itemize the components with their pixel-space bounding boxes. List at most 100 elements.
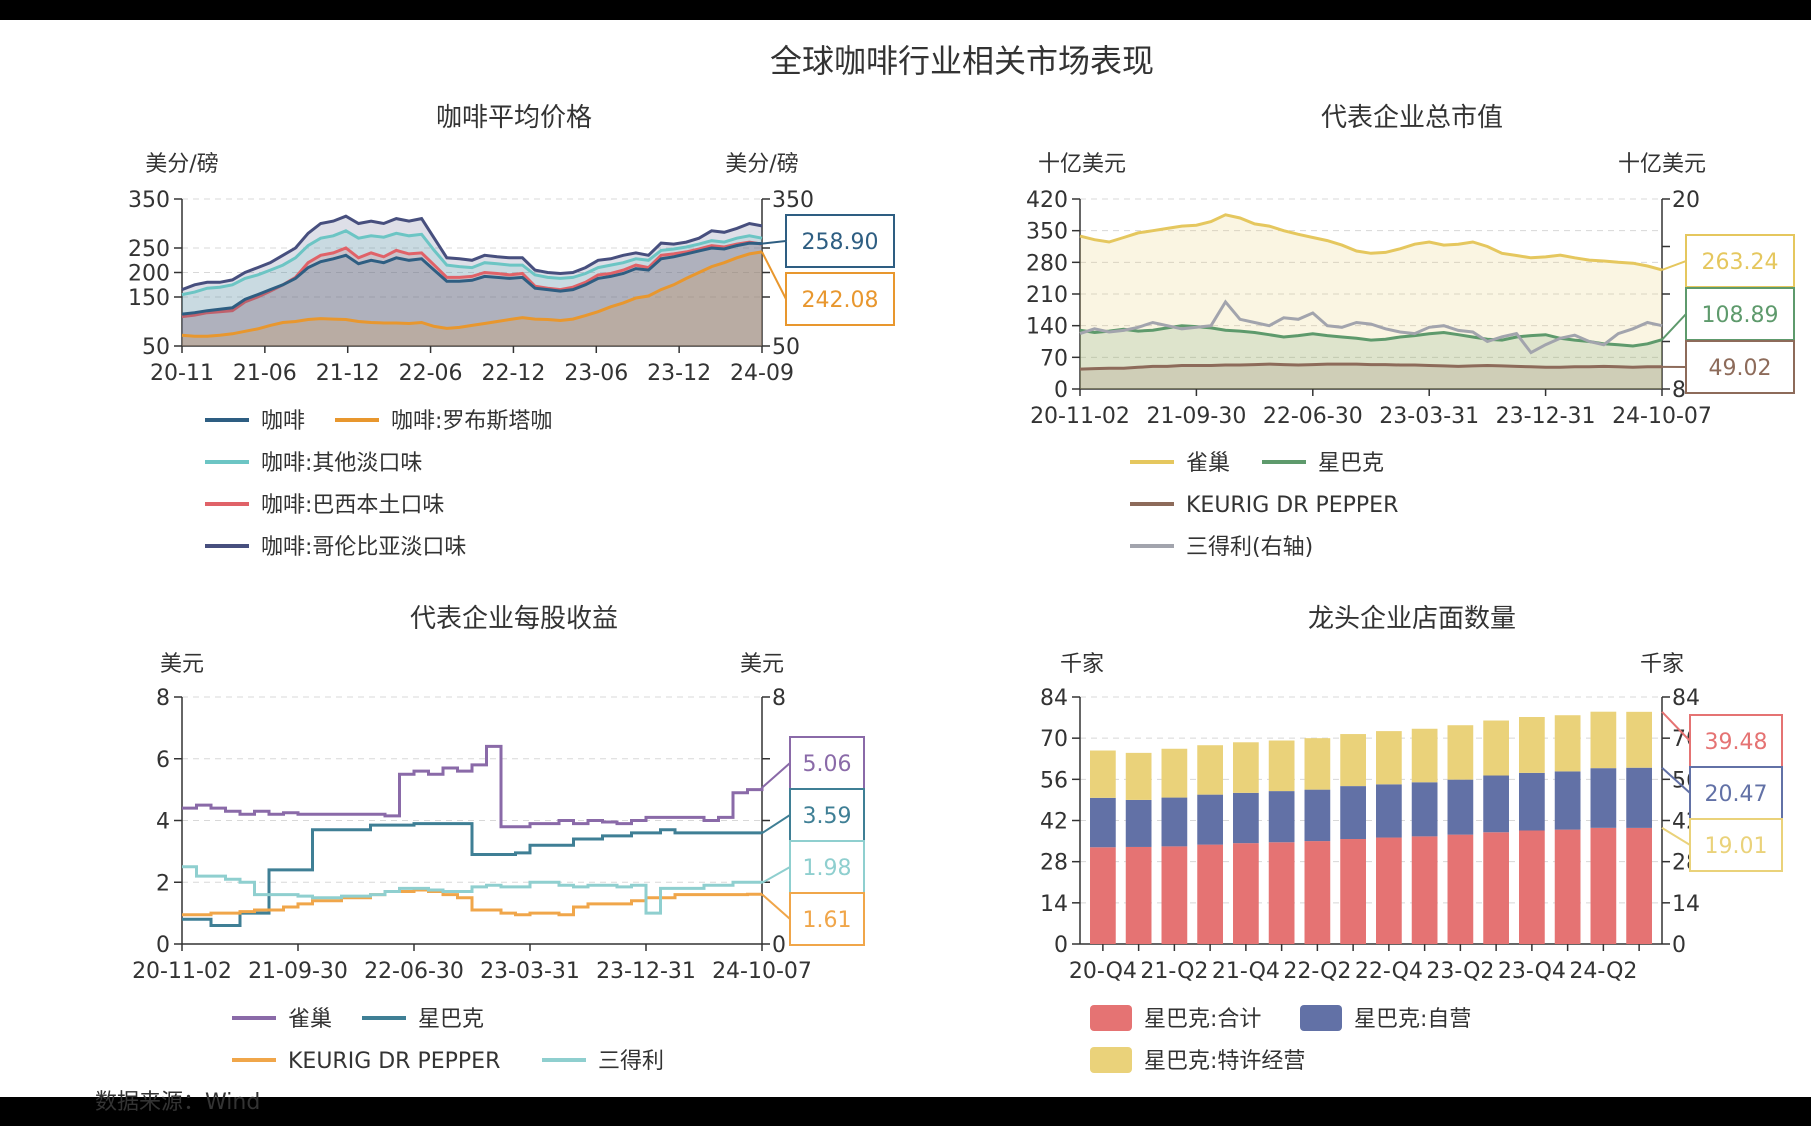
chart-panel-eps: 代表企业每股收益 美元 美元 (160, 604, 784, 677)
legend-label: 星巴克:合计 (1144, 1007, 1261, 1032)
y-tick-label-left: 0 (1054, 933, 1068, 958)
series-line (182, 744, 764, 829)
y-tick-label-left: 420 (1026, 188, 1068, 213)
y-tick-label-left: 280 (1026, 251, 1068, 276)
legend-label: KEURIG DR PEPPER (1186, 493, 1398, 518)
bar-own (1626, 767, 1652, 828)
chart-panel-coffee-price: 咖啡平均价格 美分/磅 美分/磅 (145, 103, 798, 177)
bar-own (1197, 794, 1223, 845)
end-value-label: 3.59 (803, 804, 852, 829)
legend-label: 咖啡:哥伦比亚淡口味 (261, 535, 466, 560)
series-line (181, 214, 763, 292)
y-tick-label-left: 350 (128, 188, 170, 213)
legend-label: 咖啡:巴西本土口味 (261, 493, 444, 518)
bar-franchise (1483, 720, 1509, 776)
bar-own (1090, 797, 1116, 848)
end-value-callout (1661, 340, 1795, 394)
series-area (1080, 214, 1662, 389)
y-axis-unit-left: 千家 (1060, 652, 1104, 677)
x-tick-label: 22-06-30 (1263, 404, 1363, 429)
bar-total (1554, 829, 1581, 944)
y-tick-label-left: 250 (128, 237, 170, 262)
x-tick-label: 24-09 (730, 361, 794, 386)
bar-total (1376, 837, 1402, 944)
y-tick-label-left: 70 (1040, 727, 1068, 752)
x-tick-label: 22-06 (399, 361, 463, 386)
footer-source: 数据来源：Wind (95, 1090, 260, 1115)
bar-own (1340, 786, 1366, 840)
bar-total (1090, 847, 1116, 944)
series-line (1079, 362, 1662, 371)
y-tick-label-left: 8 (156, 686, 170, 711)
legend-label: 星巴克:自营 (1354, 1007, 1471, 1032)
bar-total (1447, 834, 1474, 944)
x-tick-label: 20-11 (150, 361, 214, 386)
x-tick-label: 23-06 (564, 361, 628, 386)
bar-franchise (1268, 740, 1295, 792)
bar-own (1519, 772, 1545, 831)
end-value-label: 242.08 (802, 288, 879, 313)
chart-title: 代表企业总市值 (1321, 103, 1503, 133)
bar-total (1411, 836, 1438, 944)
bar-franchise (1376, 731, 1402, 785)
x-tick-label: 21-06 (233, 361, 297, 386)
x-tick-label: 20-11-02 (132, 959, 232, 984)
series-line (181, 229, 763, 297)
y-tick-label-left: 84 (1040, 686, 1068, 711)
bar-total (1197, 844, 1223, 944)
legend-swatch (1090, 1047, 1132, 1073)
y-tick-label-left: 200 (128, 262, 170, 287)
bar-total (1161, 846, 1188, 944)
x-tick-label: 23-03-31 (480, 959, 580, 984)
series-area (1080, 364, 1662, 389)
series-line (1079, 213, 1663, 272)
legend-label: 星巴克 (418, 1007, 484, 1032)
legend-label: 三得利 (598, 1049, 664, 1074)
series-line (182, 822, 764, 927)
y-axis-unit-right: 十亿美元 (1618, 152, 1706, 177)
y-tick-label-left: 350 (1026, 220, 1068, 245)
y-tick-label-right: 50 (772, 335, 800, 360)
x-tick-label: 22-12 (481, 361, 545, 386)
y-tick-label-right: 8 (772, 686, 786, 711)
y-tick-label-right: 0 (772, 933, 786, 958)
y-tick-label-right: 350 (772, 188, 814, 213)
bar-franchise (1626, 711, 1652, 768)
bar-franchise (1125, 752, 1152, 800)
bar-total (1233, 843, 1259, 944)
page-title: 全球咖啡行业相关市场表现 (770, 42, 1154, 80)
bar-own (1125, 799, 1152, 847)
bar-franchise (1411, 728, 1438, 783)
y-tick-label-left: 42 (1040, 810, 1068, 835)
end-value-label: 108.89 (1702, 303, 1779, 328)
x-tick-label: 23-12 (647, 361, 711, 386)
end-value-label: 39.48 (1705, 730, 1768, 755)
bar-total (1304, 841, 1331, 944)
chart-title: 龙头企业店面数量 (1308, 604, 1516, 634)
end-value-label: 263.24 (1702, 250, 1779, 275)
series-line (181, 250, 763, 338)
y-tick-label-right: 8 (1672, 378, 1686, 403)
legend-label: 咖啡 (261, 409, 305, 434)
y-tick-label-left: 6 (156, 748, 170, 773)
bar-own (1268, 791, 1295, 843)
x-tick-label: 22-Q2 (1283, 959, 1351, 984)
x-tick-label: 21-09-30 (1146, 404, 1246, 429)
y-tick-label-left: 14 (1040, 892, 1068, 917)
bar-own (1483, 775, 1509, 833)
x-tick-label: 22-06-30 (364, 959, 464, 984)
bar-franchise (1590, 711, 1617, 769)
end-value-label: 19.01 (1705, 834, 1768, 859)
bottom-bar (0, 1097, 1811, 1122)
bar-total (1268, 842, 1295, 944)
end-value-label: 20.47 (1705, 782, 1768, 807)
y-tick-label-left: 70 (1040, 346, 1068, 371)
y-tick-label-left: 150 (128, 286, 170, 311)
legend-swatch (1090, 1005, 1132, 1031)
bar-franchise (1447, 725, 1474, 780)
legend-swatch (1300, 1005, 1342, 1031)
x-tick-label: 21-Q2 (1140, 959, 1208, 984)
x-tick-label: 23-12-31 (1496, 404, 1596, 429)
